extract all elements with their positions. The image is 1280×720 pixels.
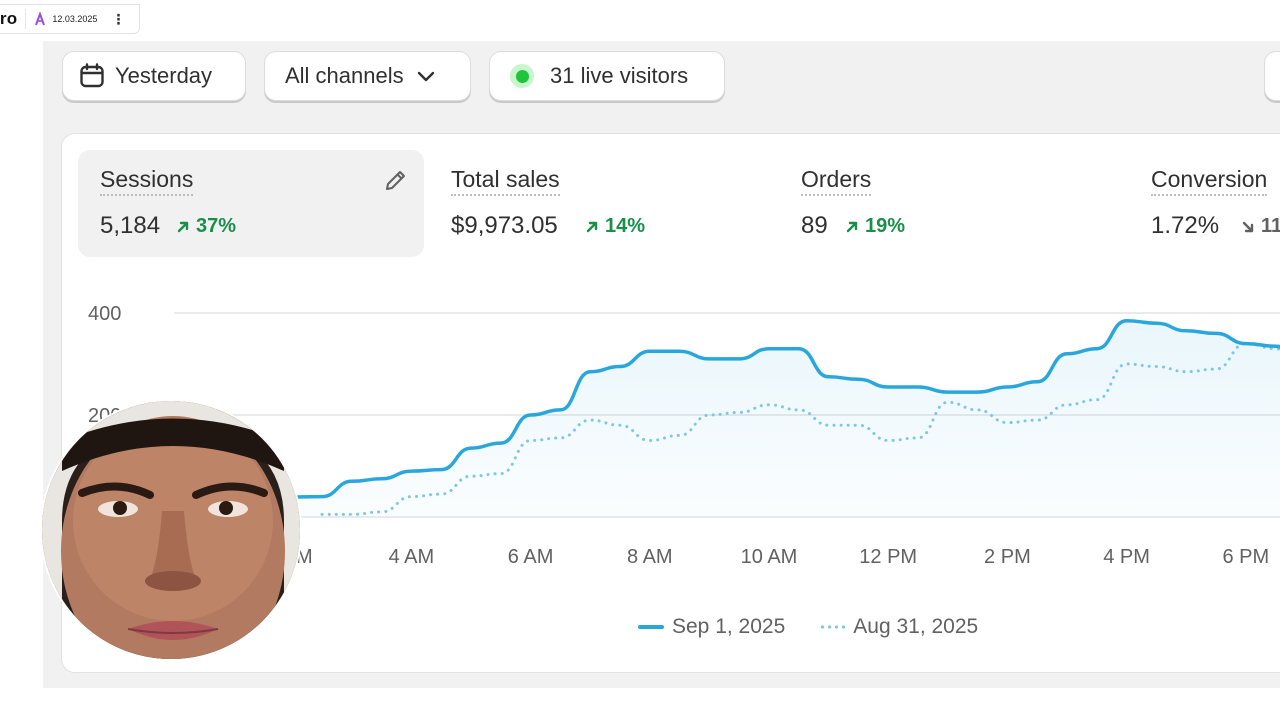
y-tick-label: 400 [88, 303, 121, 325]
date-range-button[interactable]: Yesterday [62, 51, 246, 101]
live-visitors-button[interactable]: 31 live visitors [489, 51, 725, 101]
metric-delta-value: 19% [865, 215, 906, 237]
metric-value: $9,973.05 [451, 212, 558, 239]
dashboard-canvas: Yesterday All channels 31 live visitors … [43, 41, 1280, 688]
metric-title: Sessions [100, 166, 194, 196]
x-tick-label: 12 PM [859, 546, 917, 568]
live-indicator-icon [510, 64, 534, 88]
metric-value: 1.72% [1151, 212, 1220, 239]
x-tick-label: 2 PM [984, 546, 1031, 568]
pen-icon[interactable] [34, 12, 46, 26]
legend-label: Sep 1, 2025 [672, 615, 786, 638]
x-tick-label: 4 AM [389, 546, 435, 568]
x-tick-label: 4 PM [1103, 546, 1150, 568]
metric-delta: 14% [585, 215, 645, 238]
recording-date: 12.03.2025 [52, 14, 98, 24]
channel-filter-label: All channels [285, 63, 404, 88]
metric-delta-value: 11% [1261, 215, 1280, 237]
edit-icon[interactable] [382, 168, 408, 199]
metric-title: Orders [801, 166, 872, 196]
metric-orders[interactable]: Orders 89 19% [779, 150, 1109, 257]
x-tick-label: 6 PM [1222, 546, 1269, 568]
metric-delta-value: 14% [605, 215, 646, 237]
metric-value: 5,184 [100, 212, 161, 239]
date-range-label: Yesterday [115, 63, 213, 88]
chart-legend: Sep 1, 2025 Aug 31, 2025 [638, 615, 978, 639]
channel-filter-button[interactable]: All channels [264, 51, 471, 101]
metric-value: 89 [801, 212, 828, 239]
metric-sessions[interactable]: Sessions 5,184 37% [78, 150, 424, 257]
x-tick-label: 10 AM [741, 546, 798, 568]
metric-delta-value: 37% [196, 215, 237, 237]
series-line-sep-1 [189, 318, 1280, 504]
live-visitors-label: 31 live visitors [550, 63, 689, 88]
metric-title: Total sales [451, 166, 560, 196]
webcam-overlay [40, 399, 302, 661]
metric-delta: 37% [176, 215, 236, 238]
metric-total-sales[interactable]: Total sales $9,973.05 14% [429, 150, 759, 257]
arrow-down-right-icon [1242, 221, 1254, 232]
recorder-toolbar: iro 12.03.2025 ⋮ [0, 4, 140, 34]
legend-swatch-solid [638, 625, 664, 629]
series-area [190, 320, 1280, 517]
metric-conversion[interactable]: Conversion 1.72% 11% [1129, 150, 1280, 257]
x-tick-label: 8 AM [627, 546, 673, 568]
arrow-up-right-icon [586, 221, 598, 232]
toolbar-button-partial[interactable] [1264, 51, 1280, 101]
x-tick-label: 6 AM [508, 546, 554, 568]
metric-delta: 19% [845, 215, 905, 238]
face-illustration [42, 401, 300, 659]
chevron-down-icon [416, 69, 436, 83]
arrow-up-right-icon [846, 221, 858, 232]
recorder-brand: iro [0, 9, 18, 28]
calendar-icon [79, 63, 105, 89]
arrow-up-right-icon [177, 221, 189, 232]
more-options-icon[interactable]: ⋮ [111, 11, 126, 27]
legend-label: Aug 31, 2025 [853, 615, 979, 638]
series-line-aug-31 [320, 342, 1280, 516]
metric-delta: 11% [1241, 215, 1280, 238]
analytics-card: Sessions 5,184 37% Total sales $9,973.05… [61, 133, 1280, 673]
divider [25, 9, 27, 29]
legend-swatch-dotted [819, 625, 846, 629]
metric-title: Conversion [1151, 166, 1268, 196]
